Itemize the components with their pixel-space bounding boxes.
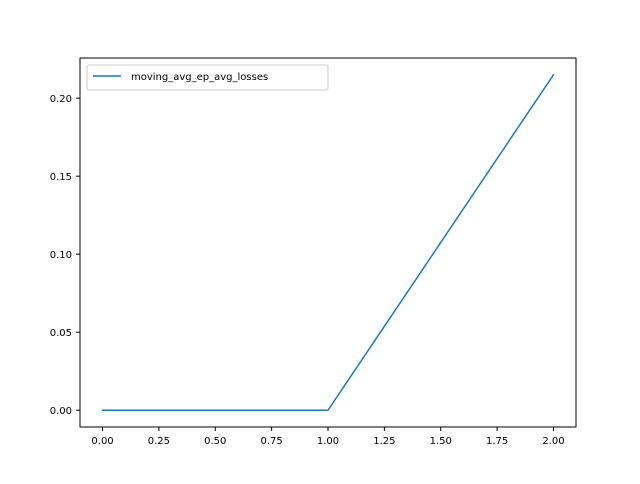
x-tick-label: 1.50 [430,436,452,447]
legend-box [86,64,329,91]
x-tick-label: 0.25 [148,436,170,447]
y-tick-label: 0.10 [50,250,72,261]
x-tick-label: 2.00 [542,436,564,447]
y-tick-label: 0.00 [50,406,72,417]
x-tick-label: 1.00 [317,436,339,447]
series-layer [101,73,555,411]
x-tick-label: 1.25 [373,436,395,447]
x-axis: 0.00 0.25 0.50 0.75 1.00 1.25 1.50 1.75 2.00 [91,427,565,447]
x-tick-label: 1.75 [486,436,508,447]
legend-label: moving_avg_ep_avg_losses [131,72,268,83]
y-tick-label: 0.20 [50,94,72,105]
x-tick-label: 0.50 [204,436,226,447]
y-tick-label: 0.15 [50,172,72,183]
plot-frame [79,57,577,428]
x-tick-label: 0.00 [91,436,113,447]
legend: moving_avg_ep_avg_losses [86,64,329,91]
x-tick-label: 0.75 [261,436,283,447]
y-tick-label: 0.05 [50,328,72,339]
y-axis: 0.00 0.05 0.10 0.15 0.20 [50,94,80,417]
series-line [101,73,555,411]
